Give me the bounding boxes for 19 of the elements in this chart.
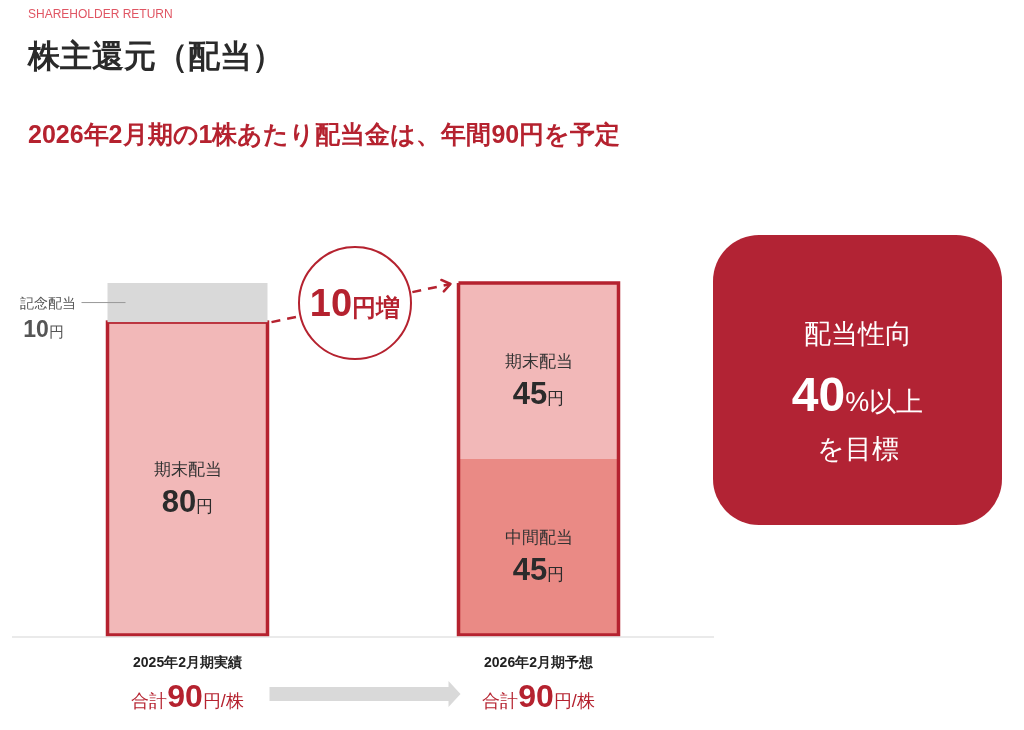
text: SHAREHOLDER RETURN xyxy=(28,7,173,21)
data-label: 10円 xyxy=(23,315,64,342)
text: 期末配当 xyxy=(504,352,573,371)
text: を目標 xyxy=(816,434,899,464)
data-label: 45円 xyxy=(512,376,565,411)
x-tick-label: 2026年2月期予想 xyxy=(484,654,594,670)
data-label: 45円 xyxy=(512,552,565,587)
text: 40%以上 xyxy=(791,368,924,421)
data-label: 80円 xyxy=(161,483,214,519)
series-label: 中間配当 xyxy=(504,528,573,547)
x-tick-label: 2025年2月期実績 xyxy=(133,654,242,670)
chart-subtitle: 2026年2月期の1株あたり配当金は、年間90円を予定 xyxy=(28,120,621,148)
text: 記念配当 xyxy=(19,294,76,311)
annotation: 10円増 xyxy=(309,282,401,325)
series-label: 期末配当 xyxy=(153,459,222,479)
total-label: 合計90円/株 xyxy=(131,678,244,714)
total-label: 合計90円/株 xyxy=(482,678,595,714)
chart-title: 株主還元（配当） xyxy=(27,38,284,74)
text: 配当性向 xyxy=(803,319,912,349)
